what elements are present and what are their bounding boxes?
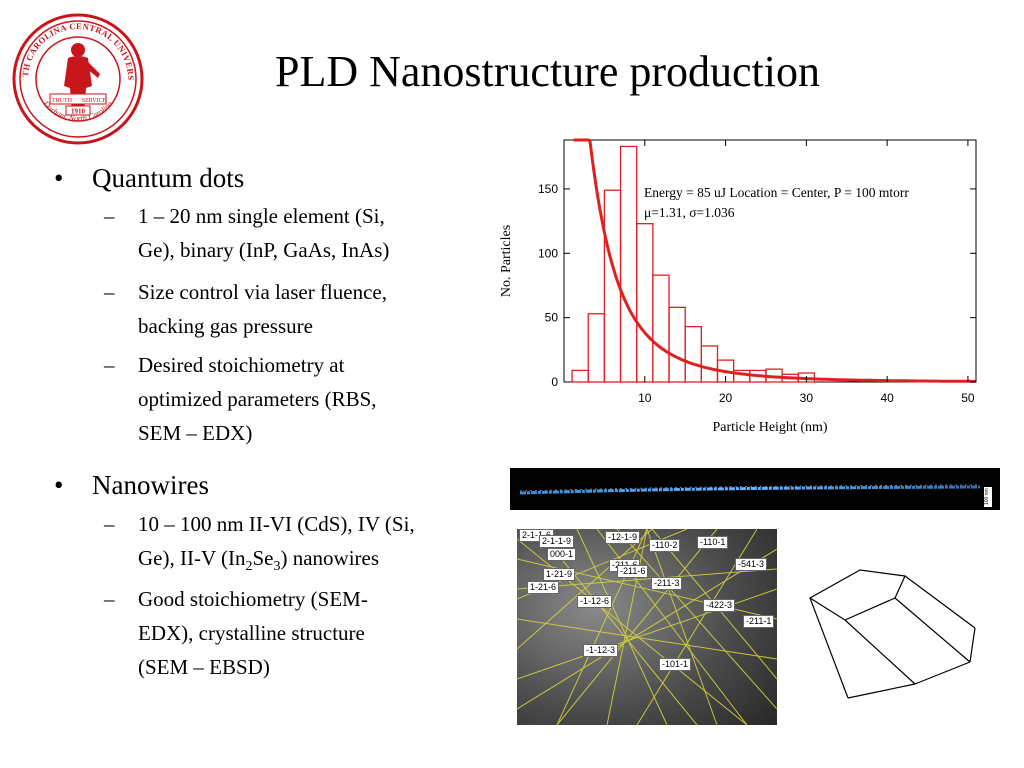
sub-bullet-line: Desired stoichiometry at (138, 353, 345, 377)
slide-title: PLD Nanostructure production (275, 47, 820, 96)
x-tick-label: 20 (719, 391, 733, 405)
sub-bullet-line: Size control via laser fluence, (138, 280, 387, 304)
sub-bullet-line: (SEM – EBSD) (138, 655, 270, 679)
chart-plot-frame (563, 139, 977, 383)
ebsd-label: -1-12-6 (577, 595, 613, 608)
sub-bullet-line: SEM – EDX) (138, 421, 253, 445)
sub-bullet-item: – Good stoichiometry (SEM- EDX), crystalli… (104, 582, 368, 684)
sub-bullet-line: Ge), II-V (In2Se3) nanowires (138, 546, 380, 575)
chart-annotation-conditions: Energy = 85 uJ Location = Center, P = 10… (644, 185, 909, 200)
y-tick-label: 150 (538, 182, 558, 196)
ebsd-kikuchi-pattern-image: + 2-1-1-6 2-1-1-9 -12-1-9 -110-2 -110-1 … (517, 529, 777, 725)
ebsd-label: -110-1 (697, 536, 729, 549)
dash-marker: – (104, 353, 115, 377)
particle-height-histogram: 10 20 30 40 50 0 50 100 150 Energy = 85 uJ Locat… (499, 138, 977, 435)
ebsd-label: 1-21-6 (527, 581, 560, 594)
sub-bullet-item: – Size control via laser fluence, backing … (104, 275, 387, 343)
ebsd-label: 1-21-9 (543, 568, 576, 581)
sub-bullet-line: EDX), crystalline structure (138, 621, 365, 645)
nanowire-sem-image: 100 nm (510, 468, 1000, 510)
sub-bullet-line: 1 – 20 nm single element (Si, (138, 204, 385, 228)
sub-bullet-line: Good stoichiometry (SEM- (138, 587, 368, 611)
sub-bullet-item: –10 – 100 nm II-VI (CdS), IV (Si, Ge), II… (104, 507, 415, 584)
bullet-item: • Nanowires (54, 470, 209, 501)
ebsd-label: -1-12-3 (583, 644, 619, 657)
sub-bullet-line: 10 – 100 nm II-VI (CdS), IV (Si, (138, 512, 415, 536)
university-seal-logo: NORTH CAROLINA CENTRAL UNIVERSITY Durham… (10, 12, 144, 145)
chart-annotation-fit-params: μ=1.31, σ=1.036 (644, 205, 735, 220)
y-tick-label: 100 (538, 246, 558, 260)
x-tick-label: 30 (800, 391, 814, 405)
hexagonal-crystal-diagram (808, 569, 976, 699)
ebsd-label: -110-2 (649, 539, 681, 552)
ebsd-label: -211-1 (743, 615, 775, 628)
seal-banner-right: SERVICE (82, 98, 107, 104)
ebsd-label: -422-3 (703, 599, 736, 612)
sub-bullet-line: backing gas pressure (138, 314, 313, 338)
y-tick-label: 0 (551, 375, 558, 389)
ebsd-label: 000-1 (547, 548, 577, 561)
ebsd-label: 2-1-1-9 (539, 535, 575, 548)
nanowire-scale-label: 100 nm (984, 488, 990, 505)
dash-marker: – (104, 204, 115, 228)
sub-bullet-line: optimized parameters (RBS, (138, 387, 377, 411)
x-tick-label: 50 (961, 391, 975, 405)
chart-x-axis-label: Particle Height (nm) (712, 420, 827, 435)
dash-marker: – (104, 587, 115, 611)
bullet-item: • Quantum dots (54, 163, 245, 194)
ebsd-label: -101-1 (659, 658, 692, 671)
bullet-label: Nanowires (92, 470, 209, 500)
seal-year: 1910 (71, 108, 86, 116)
ebsd-label: -211-3 (651, 577, 683, 590)
x-tick-label: 40 (880, 391, 894, 405)
sub-bullet-item: – Desired stoichiometry at optimized param… (104, 348, 377, 450)
dash-marker: – (104, 512, 115, 536)
ebsd-label: -211-6 (617, 565, 649, 578)
sub-bullet-line: Ge), binary (InP, GaAs, InAs) (138, 238, 390, 262)
seal-banner-left: TRUTH (52, 98, 73, 104)
x-tick-label: 10 (638, 391, 652, 405)
lognormal-fit-curve (573, 138, 976, 383)
dash-marker: – (104, 280, 115, 304)
bullet-marker: • (54, 163, 64, 193)
bullet-marker: • (54, 470, 64, 500)
ebsd-label: -12-1-9 (605, 531, 641, 544)
ebsd-label: -541-3 (735, 558, 768, 571)
chart-y-axis-label: No. Particles (499, 225, 514, 297)
chart-ticks: 10 20 30 40 50 0 50 100 150 (538, 140, 976, 405)
sub-bullet-item: –1 – 20 nm single element (Si, Ge), binar… (104, 199, 390, 267)
bullet-label: Quantum dots (92, 163, 245, 193)
y-tick-label: 50 (545, 311, 559, 325)
